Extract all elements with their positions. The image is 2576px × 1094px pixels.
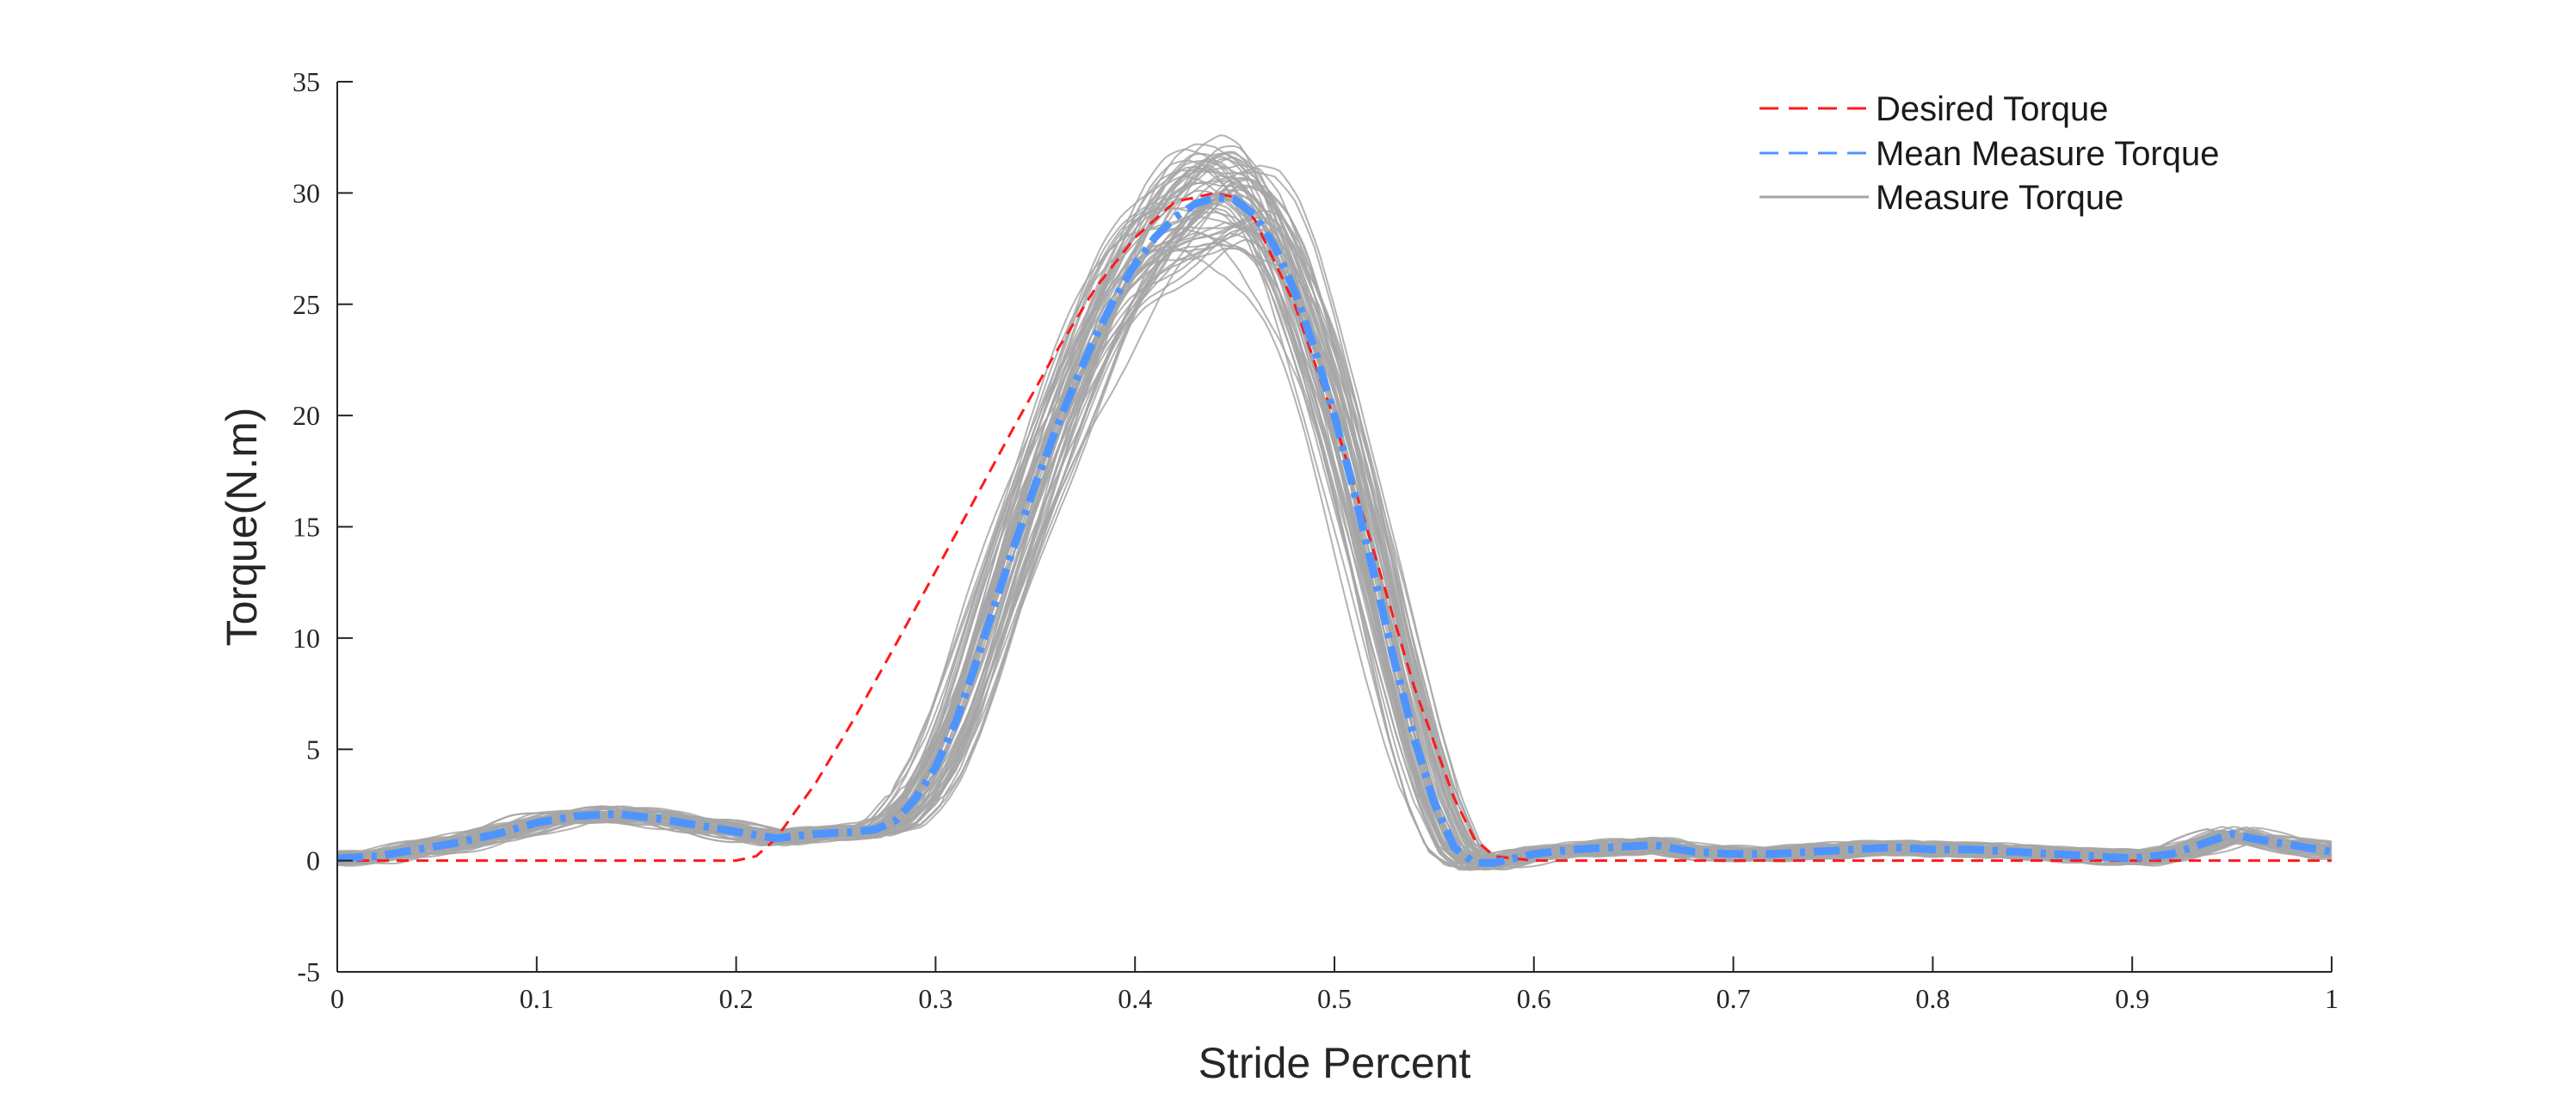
y-tick-label: -5 <box>297 956 320 987</box>
y-tick-label: 10 <box>293 623 320 654</box>
legend-label-mean-measure-torque: Mean Measure Torque <box>1876 135 2220 173</box>
measure-torque-line <box>336 152 2333 866</box>
y-tick-label: 35 <box>293 66 320 97</box>
x-tick-label: 0.5 <box>1317 983 1352 1014</box>
y-tick-label: 15 <box>293 512 320 543</box>
x-axis-title: Stride Percent <box>1199 1039 1471 1087</box>
x-tick-label: 0.3 <box>918 983 952 1014</box>
x-tick-label: 0.7 <box>1716 983 1751 1014</box>
legend-label-desired-torque: Desired Torque <box>1876 90 2109 128</box>
y-tick-label: 5 <box>306 734 320 765</box>
legend: Desired Torque Mean Measure Torque Measu… <box>1759 90 2220 217</box>
x-tick-label: 0.1 <box>520 983 554 1014</box>
x-tick-label: 1 <box>2325 983 2339 1014</box>
x-tick-label: 0.2 <box>719 983 754 1014</box>
measure-torque-line <box>337 193 2333 866</box>
y-tick-label: 20 <box>293 400 320 431</box>
x-tick-label: 0.6 <box>1517 983 1551 1014</box>
x-tick-label: 0.8 <box>1915 983 1950 1014</box>
axes: 0 0.1 0.2 0.3 0.4 0.5 0.6 0.7 0.8 0.9 1 -5 0 5 10 15 20 2… <box>293 66 2339 1014</box>
y-tick-label: 0 <box>306 845 320 876</box>
y-axis-title: Torque(N.m) <box>218 408 266 647</box>
mean-measure-torque-line <box>336 194 2333 867</box>
measure-torque-trials <box>336 134 2333 871</box>
y-tick-label: 30 <box>293 177 320 208</box>
desired-torque-line <box>337 191 2332 863</box>
x-tick-label: 0 <box>330 983 344 1014</box>
series-layer <box>336 191 2333 867</box>
y-tick-label: 25 <box>293 289 320 320</box>
x-tick-label: 0.9 <box>2115 983 2149 1014</box>
x-tick-label: 0.4 <box>1118 983 1152 1014</box>
measure-torque-line <box>336 148 2333 863</box>
legend-label-measure-torque: Measure Torque <box>1876 179 2123 217</box>
